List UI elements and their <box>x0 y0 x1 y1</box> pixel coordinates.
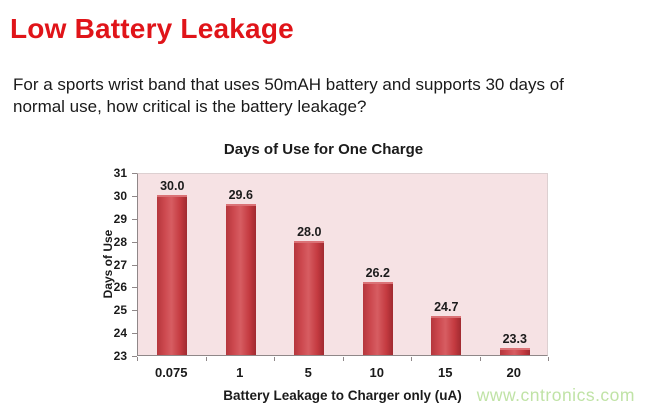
bar <box>225 204 256 355</box>
x-category-label: 1 <box>236 365 244 380</box>
y-tick-mark <box>132 310 137 312</box>
x-category-label: 20 <box>506 365 521 380</box>
bar <box>157 194 188 355</box>
x-category-label: 0.075 <box>154 365 188 380</box>
bar-value-label: 29.6 <box>228 188 253 203</box>
x-tick-mark <box>274 357 275 361</box>
bar-value-label: 26.2 <box>365 265 390 280</box>
intro-line-1: For a sports wrist band that uses 50mAH … <box>13 75 564 94</box>
y-tick-mark <box>132 264 137 266</box>
bar-value-label: 30.0 <box>160 178 185 193</box>
y-tick-label: 31 <box>113 166 127 180</box>
x-category-label: 5 <box>304 365 312 380</box>
y-tick-label: 25 <box>113 303 127 318</box>
bar <box>362 281 393 355</box>
y-tick-mark <box>132 195 137 197</box>
bar <box>431 316 462 355</box>
y-tick-label: 29 <box>113 211 127 226</box>
y-tick-label: 23 <box>113 349 127 363</box>
y-tick-label: 30 <box>113 188 127 203</box>
watermark-text: www.cntronics.com <box>476 385 635 405</box>
y-tick-mark <box>132 218 137 220</box>
x-tick-mark <box>479 357 481 361</box>
bar <box>499 348 530 355</box>
y-tick-label: 24 <box>113 326 127 341</box>
chart-plot-area: 30.0 29.6 28.0 26.2 24.7 23.3 <box>137 173 548 356</box>
x-category-label: 10 <box>369 365 384 380</box>
y-tick-mark <box>132 287 137 289</box>
bar-value-label: 28.0 <box>297 224 322 239</box>
y-tick-mark <box>132 173 137 174</box>
x-tick-mark <box>411 357 412 361</box>
bar-value-label: 23.3 <box>502 332 527 347</box>
x-tick-mark <box>548 357 549 361</box>
x-tick-mark <box>342 357 344 361</box>
y-tick-label: 27 <box>113 257 127 272</box>
y-tick-mark <box>132 356 137 357</box>
x-axis-title: Battery Leakage to Charger only (uA) <box>223 388 462 403</box>
y-tick-label: 26 <box>113 280 127 295</box>
x-category-label: 15 <box>438 365 453 380</box>
page-title: Low Battery Leakage <box>10 13 294 44</box>
intro-line-2: normal use, how critical is the battery … <box>13 97 367 116</box>
bar-value-label: 24.7 <box>434 300 459 315</box>
intro-text: For a sports wrist band that uses 50mAH … <box>13 74 564 118</box>
y-tick-label: 28 <box>113 234 127 249</box>
x-tick-mark <box>137 357 138 361</box>
y-tick-mark <box>132 241 137 243</box>
bar <box>294 240 325 355</box>
chart-title: Days of Use for One Charge <box>223 141 424 158</box>
x-tick-mark <box>205 357 207 361</box>
y-tick-mark <box>132 333 137 335</box>
